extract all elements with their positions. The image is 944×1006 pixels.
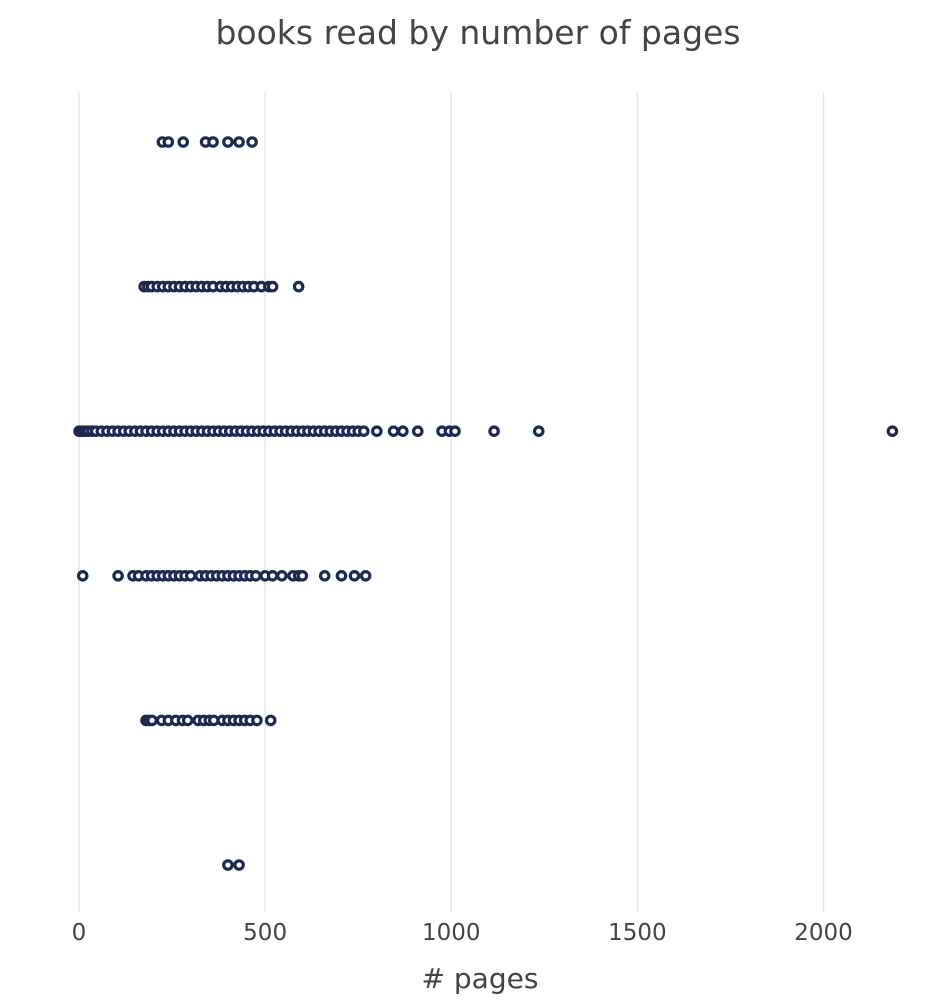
data-point[interactable]	[397, 425, 409, 437]
data-point[interactable]	[251, 714, 263, 727]
series-row	[138, 280, 305, 293]
data-point[interactable]	[184, 569, 197, 582]
series-row	[140, 714, 277, 727]
series-row	[73, 425, 899, 437]
data-point[interactable]	[233, 136, 245, 148]
x-tick-label: 1000	[422, 920, 481, 946]
data-point[interactable]	[264, 714, 277, 727]
data-point[interactable]	[886, 425, 899, 437]
data-point[interactable]	[222, 136, 234, 148]
chart-title: books read by number of pages	[215, 13, 740, 52]
data-point[interactable]	[276, 569, 288, 582]
series-row	[222, 859, 245, 871]
series-row	[156, 136, 258, 148]
series-row	[76, 569, 372, 582]
data-point[interactable]	[266, 569, 279, 582]
data-point[interactable]	[146, 714, 158, 727]
data-point[interactable]	[76, 569, 89, 582]
data-point[interactable]	[411, 425, 424, 437]
data-point[interactable]	[162, 136, 175, 148]
data-point[interactable]	[371, 425, 383, 437]
x-tick-label: 2000	[794, 920, 853, 946]
data-point[interactable]	[348, 569, 361, 582]
data-point[interactable]	[488, 425, 500, 437]
data-points	[73, 136, 899, 871]
data-point[interactable]	[181, 714, 194, 727]
data-point[interactable]	[335, 569, 348, 582]
data-point[interactable]	[292, 280, 305, 293]
x-axis-label: # pages	[422, 962, 539, 995]
gridlines	[78, 92, 825, 912]
x-tick-label: 0	[72, 920, 87, 946]
data-point[interactable]	[532, 425, 545, 437]
x-tick-label: 1500	[608, 920, 667, 946]
data-point[interactable]	[177, 136, 190, 148]
data-point[interactable]	[449, 425, 461, 437]
data-point[interactable]	[222, 859, 234, 871]
data-point[interactable]	[233, 859, 245, 871]
x-axis-ticks: 0 500 1000 1500 2000	[72, 920, 853, 946]
data-point[interactable]	[266, 280, 279, 293]
data-point[interactable]	[387, 425, 400, 437]
x-tick-label: 500	[243, 920, 287, 946]
data-point[interactable]	[246, 136, 258, 148]
data-point[interactable]	[207, 136, 219, 148]
data-point[interactable]	[250, 569, 262, 582]
data-point[interactable]	[357, 425, 370, 437]
data-point[interactable]	[296, 569, 309, 582]
data-point[interactable]	[318, 569, 331, 582]
data-point[interactable]	[112, 569, 124, 582]
data-point[interactable]	[359, 569, 372, 582]
